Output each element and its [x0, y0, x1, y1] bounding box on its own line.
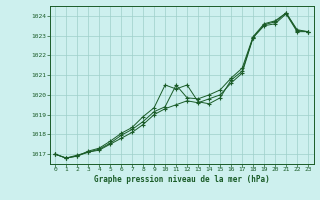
X-axis label: Graphe pression niveau de la mer (hPa): Graphe pression niveau de la mer (hPa) — [94, 175, 269, 184]
